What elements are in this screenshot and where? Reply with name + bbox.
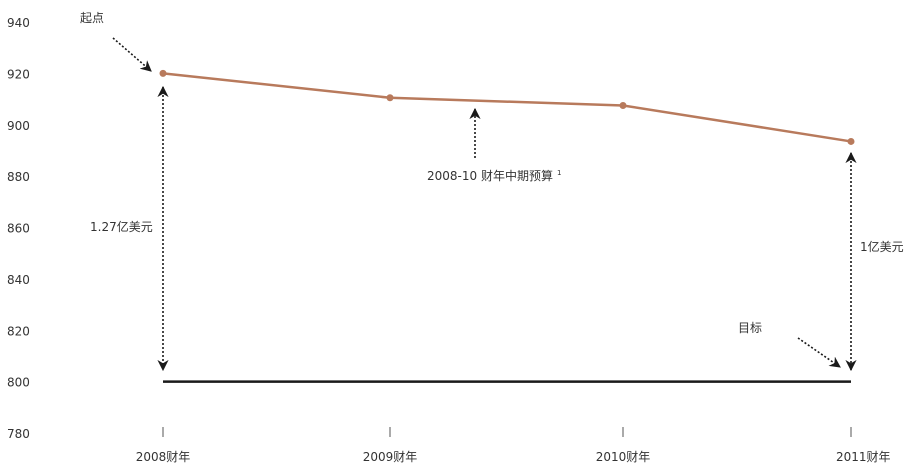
budget-footnote-mark: 1 [557,169,561,177]
start-label: 起点 [80,11,104,25]
data-point [159,69,167,77]
series-line [162,72,852,143]
series-group [159,69,855,145]
y-tick-label: 900 [7,119,30,133]
target-label: 目标 [738,321,762,335]
y-tick-label: 920 [7,67,30,81]
x-tick-label: 2008财年 [136,450,191,463]
y-tick-label: 780 [7,427,30,441]
x-axis-ticks: 2008财年 2009财年 2010财年 2011财年 [136,427,891,463]
data-point [847,137,855,145]
gap-left-label: 1.27亿美元 [90,219,153,234]
budget-label-text: 2008-10 财年中期预算 [427,168,553,183]
x-tick-label: 2009财年 [363,450,418,463]
budget-label: 2008-10 财年中期预算 1 [427,168,561,183]
gap-right-label-bg [858,236,914,256]
y-tick-label: 880 [7,170,30,184]
y-tick-label: 800 [7,376,30,390]
y-tick-label: 840 [7,273,30,287]
data-point [386,94,394,102]
annotation-arrows [112,37,857,372]
y-tick-label: 860 [7,222,30,236]
x-tick-label: 2010财年 [596,450,651,463]
y-tick-label: 940 [7,16,30,30]
gap-left-label-bg [88,216,160,236]
x-tick-label: 2011财年 [836,450,891,463]
data-point [619,101,627,109]
target-arrow [797,337,841,368]
start-arrow [112,37,152,72]
y-tick-label: 820 [7,324,30,338]
y-axis-ticks: 940 920 900 880 860 840 820 800 780 [7,16,30,441]
gap-right-label: 1亿美元 [860,239,904,254]
